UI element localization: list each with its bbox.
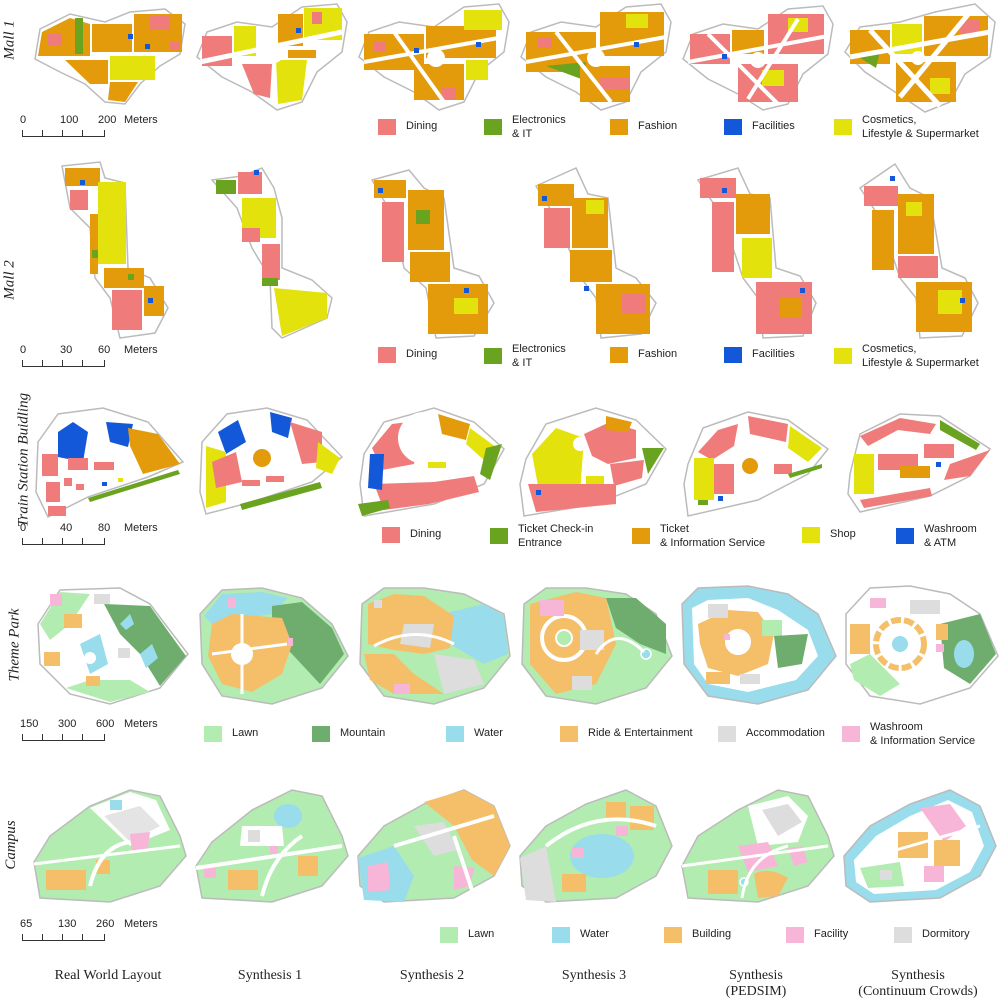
legend-swatch	[896, 528, 914, 544]
mall2-synthesis-pedsim-map	[696, 167, 817, 339]
campus-legend-facility: Facility	[786, 927, 848, 943]
legend-swatch	[610, 347, 628, 363]
campus-synthesis1-map	[195, 789, 349, 903]
theme-synthesis3-map	[521, 587, 673, 705]
mall1-legend-dining: Dining	[378, 119, 437, 135]
campus-legend-dormitory: Dormitory	[894, 927, 970, 943]
column-label-synthesis2: Synthesis 2	[399, 968, 465, 983]
campus-synthesis-pedsim-map	[681, 789, 835, 903]
mall2-legend-cosmetics: Cosmetics, Lifestyle & Supermarket	[834, 342, 979, 370]
theme-legend-water: Water	[446, 726, 503, 742]
column-label-continuum: Synthesis (Continuum Crowds)	[858, 968, 978, 999]
mall2-synthesis2-map	[370, 169, 495, 339]
legend-swatch	[834, 119, 852, 135]
campus-legend-lawn: Lawn	[440, 927, 494, 943]
legend-swatch	[802, 527, 820, 543]
mall1-legend-facilities: Facilities	[724, 119, 795, 135]
mall1-synthesis-pedsim-map	[682, 5, 834, 111]
mall1-synthesis2-map	[358, 3, 510, 111]
legend-swatch	[724, 119, 742, 135]
mall1-real-world-map	[34, 8, 186, 105]
mall1-synthesis1-map	[196, 3, 348, 111]
campus-scale-bar: 65 130 260 Meters	[20, 918, 190, 948]
mall1-legend-cosmetics: Cosmetics, Lifestyle & Supermarket	[834, 113, 979, 141]
legend-swatch	[552, 927, 570, 943]
mall1-scale-bar: 0 100 200 Meters	[20, 114, 180, 144]
theme-synthesis-continuum-map	[845, 585, 999, 705]
theme-legend-mountain: Mountain	[312, 726, 385, 742]
train-legend-dining: Dining	[382, 527, 441, 543]
legend-swatch	[446, 726, 464, 742]
train-scale-bar: 0 40 80 Meters	[20, 522, 180, 552]
mall1-synthesis-continuum-map	[844, 3, 996, 113]
mall2-legend-electronics: Electronics & IT	[484, 342, 566, 370]
legend-swatch	[786, 927, 804, 943]
legend-swatch	[382, 527, 400, 543]
train-legend-ticket-checkin: Ticket Check-in Entrance	[490, 522, 593, 550]
mall2-synthesis1-map	[210, 167, 333, 339]
legend-swatch	[842, 726, 860, 742]
theme-legend-lawn: Lawn	[204, 726, 258, 742]
column-label-synthesis3: Synthesis 3	[561, 968, 627, 983]
legend-swatch	[484, 348, 502, 364]
theme-synthesis2-map	[359, 587, 511, 705]
mall2-synthesis-continuum-map	[858, 162, 979, 339]
column-label-pedsim: Synthesis (PEDSIM)	[725, 968, 787, 999]
campus-synthesis3-map	[519, 789, 673, 903]
legend-swatch	[632, 528, 650, 544]
train-synthesis1-map	[199, 407, 344, 515]
legend-swatch	[894, 927, 912, 943]
row-label-train: Train Station Buidling	[15, 392, 32, 528]
legend-swatch	[440, 927, 458, 943]
train-legend-ticket-info: Ticket & Information Service	[632, 522, 765, 550]
legend-swatch	[664, 927, 682, 943]
campus-real-world-map	[33, 789, 187, 903]
mall2-synthesis3-map	[534, 167, 657, 339]
mall1-synthesis3-map	[520, 3, 672, 111]
train-real-world-map	[35, 407, 185, 519]
mall1-legend-electronics: Electronics & IT	[484, 113, 566, 141]
train-synthesis-pedsim-map	[683, 411, 830, 517]
legend-swatch	[484, 119, 502, 135]
train-legend-shop: Shop	[802, 527, 856, 543]
campus-synthesis2-map	[357, 789, 511, 903]
theme-legend-accommodation: Accommodation	[718, 726, 825, 742]
theme-legend-washroom-info: Washroom & Information Service	[842, 720, 975, 748]
legend-swatch	[560, 726, 578, 742]
legend-swatch	[718, 726, 736, 742]
mall1-legend-fashion: Fashion	[610, 119, 677, 135]
column-label-real-world: Real World Layout	[54, 968, 162, 983]
campus-legend-building: Building	[664, 927, 731, 943]
theme-real-world-map	[37, 587, 189, 705]
campus-legend-water: Water	[552, 927, 609, 943]
campus-synthesis-continuum-map	[843, 789, 997, 903]
train-legend-washroom-atm: Washroom & ATM	[896, 522, 977, 550]
row-label-theme-park: Theme Park	[6, 608, 23, 682]
mall2-real-world-map	[61, 161, 169, 339]
legend-swatch	[312, 726, 330, 742]
train-synthesis-continuum-map	[847, 413, 992, 513]
theme-scale-bar: 150 300 600 Meters	[20, 718, 190, 748]
train-synthesis2-map	[358, 407, 505, 517]
theme-synthesis-pedsim-map	[681, 585, 837, 705]
legend-swatch	[490, 528, 508, 544]
mall2-scale-bar: 0 30 60 Meters	[20, 344, 180, 374]
row-label-campus: Campus	[2, 820, 19, 870]
mall2-legend-fashion: Fashion	[610, 347, 677, 363]
legend-swatch	[378, 347, 396, 363]
legend-swatch	[378, 119, 396, 135]
theme-synthesis1-map	[199, 587, 349, 705]
column-label-synthesis1: Synthesis 1	[237, 968, 303, 983]
mall2-legend-facilities: Facilities	[724, 347, 795, 363]
legend-swatch	[724, 347, 742, 363]
legend-swatch	[610, 119, 628, 135]
row-label-mall1: Mall 1	[1, 20, 18, 60]
train-synthesis3-map	[519, 407, 667, 517]
theme-legend-ride: Ride & Entertainment	[560, 726, 693, 742]
legend-swatch	[834, 348, 852, 364]
legend-swatch	[204, 726, 222, 742]
mall2-legend-dining: Dining	[378, 347, 437, 363]
